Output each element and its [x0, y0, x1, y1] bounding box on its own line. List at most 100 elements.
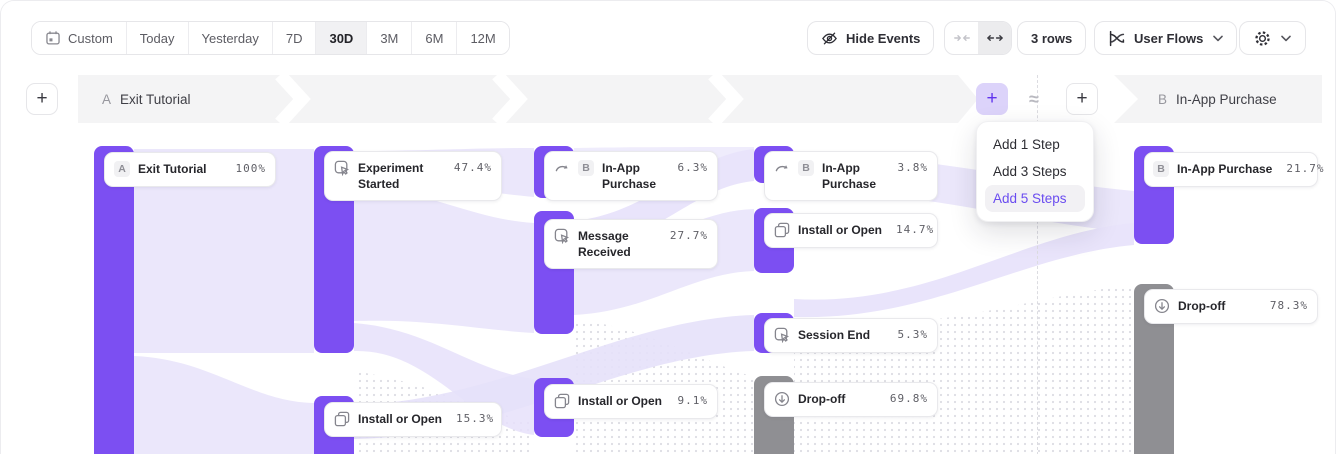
add-node-button[interactable]: + — [1066, 83, 1098, 115]
plus-icon: + — [986, 88, 998, 109]
event-value: 9.1% — [677, 394, 708, 407]
view-mode-label: User Flows — [1134, 30, 1204, 46]
event-badge-b: B — [798, 160, 814, 176]
click-event-icon — [774, 327, 790, 343]
hide-events-button[interactable]: Hide Events — [807, 21, 935, 55]
click-event-icon — [554, 228, 570, 244]
step-band-b[interactable]: B In-App Purchase — [1114, 75, 1322, 123]
add-steps-button-active[interactable]: + — [976, 83, 1008, 115]
flow-arrow-icon — [554, 160, 570, 176]
event-value: 5.3% — [897, 328, 928, 341]
add-steps-menu: Add 1 Step Add 3 Steps Add 5 Steps — [976, 121, 1094, 222]
event-badge-b: B — [1153, 161, 1169, 177]
approx-collapsed-steps-symbol: ≈ — [1029, 89, 1039, 109]
settings-dropdown[interactable] — [1239, 21, 1306, 55]
arrows-collapse-icon — [953, 35, 970, 41]
eye-off-icon — [822, 32, 837, 44]
calendar-icon — [46, 31, 60, 45]
step-a-title: A Exit Tutorial — [78, 92, 191, 107]
date-range-6m[interactable]: 6M — [412, 22, 458, 54]
event-value: 3.8% — [897, 161, 928, 174]
step-a-label: Exit Tutorial — [120, 91, 191, 107]
date-range-custom[interactable]: Custom — [32, 22, 127, 54]
drop-off-icon — [774, 391, 790, 407]
event-value: 6.3% — [677, 161, 708, 174]
toolbar: Custom Today Yesterday 7D 30D 3M 6M 12M … — [1, 1, 1335, 71]
event-value: 15.3% — [456, 412, 495, 425]
event-name: Install or Open — [798, 223, 883, 237]
arrows-expand-icon — [986, 35, 1003, 41]
add-step-left-button[interactable]: + — [26, 83, 58, 115]
step-b-title: B In-App Purchase — [1114, 92, 1277, 107]
event-value: 78.3% — [1269, 299, 1308, 312]
plus-icon: + — [36, 88, 48, 109]
event-value: 14.7% — [896, 223, 935, 236]
view-mode-dropdown[interactable]: User Flows — [1094, 21, 1238, 55]
date-range-7d[interactable]: 7D — [272, 22, 317, 54]
node-card-drop-off[interactable]: Drop-off 69.8% — [764, 382, 938, 417]
step-a-letter: A — [102, 91, 112, 107]
event-name: Exit Tutorial — [138, 162, 207, 176]
chevron-down-icon — [1213, 35, 1224, 41]
event-value: 47.4% — [453, 161, 492, 174]
date-range-12m[interactable]: 12M — [457, 22, 509, 54]
drop-off-icon — [1154, 298, 1170, 314]
date-range-3m[interactable]: 3M — [367, 22, 413, 54]
click-event-icon — [334, 160, 350, 176]
rows-button[interactable]: 3 rows — [1017, 21, 1087, 55]
node-card-drop-off-b[interactable]: Drop-off 78.3% — [1144, 289, 1318, 324]
event-badge-a: A — [114, 161, 130, 177]
date-range-30d[interactable]: 30D — [316, 22, 368, 54]
band-chevron-separators — [78, 75, 978, 123]
event-name: Install or Open — [358, 412, 443, 426]
date-range-label: Custom — [68, 30, 113, 46]
node-card-install-or-open[interactable]: Install or Open 9.1% — [544, 384, 718, 419]
node-card-in-app-purchase[interactable]: B In-App Purchase 6.3% — [544, 151, 718, 202]
event-value: 69.8% — [889, 392, 928, 405]
user-flows-icon — [1109, 30, 1125, 46]
node-card-install-or-open[interactable]: Install or Open 15.3% — [324, 402, 502, 437]
event-name: In-App Purchase — [1177, 162, 1273, 176]
plus-icon: + — [1076, 88, 1088, 109]
step-band-a[interactable]: A Exit Tutorial — [78, 75, 978, 123]
node-card-message-received[interactable]: Message Received 27.7% — [544, 219, 718, 270]
node-card-in-app-purchase[interactable]: B In-App Purchase 3.8% — [764, 151, 938, 202]
menu-item-add-3-steps[interactable]: Add 3 Steps — [993, 164, 1067, 179]
width-toggle-control — [944, 21, 1012, 55]
step-b-letter: B — [1158, 91, 1168, 107]
event-name: Experiment Started — [358, 161, 424, 192]
date-range-today[interactable]: Today — [126, 22, 189, 54]
node-card-in-app-purchase-b[interactable]: B In-App Purchase 21.7% — [1144, 152, 1323, 187]
event-name: In-App Purchase — [602, 161, 657, 192]
install-icon — [334, 411, 350, 427]
event-value: 27.7% — [669, 229, 708, 242]
collapse-width-button[interactable] — [945, 22, 978, 54]
node-card-session-end[interactable]: Session End 5.3% — [764, 318, 938, 353]
rows-label: 3 rows — [1031, 30, 1073, 46]
event-name: Install or Open — [578, 394, 663, 408]
event-name: Drop-off — [1178, 299, 1226, 313]
event-name: Session End — [798, 328, 871, 342]
event-name: Drop-off — [798, 392, 846, 406]
gear-icon — [1255, 30, 1270, 46]
event-name: In-App Purchase — [822, 161, 877, 192]
date-range-yesterday[interactable]: Yesterday — [188, 22, 273, 54]
install-icon — [554, 393, 570, 409]
expand-width-button[interactable] — [978, 22, 1011, 54]
hide-events-label: Hide Events — [846, 30, 921, 46]
menu-item-add-5-steps[interactable]: Add 5 Steps — [985, 185, 1085, 212]
step-b-label: In-App Purchase — [1176, 91, 1277, 107]
date-range-control: Custom Today Yesterday 7D 30D 3M 6M 12M — [31, 21, 510, 55]
flow-arrow-icon — [774, 160, 790, 176]
menu-item-add-1-step[interactable]: Add 1 Step — [993, 137, 1060, 152]
event-badge-b: B — [578, 160, 594, 176]
node-card-exit-tutorial[interactable]: A Exit Tutorial 100% — [104, 152, 276, 187]
event-name: Message Received — [578, 229, 631, 260]
install-icon — [774, 222, 790, 238]
chevron-down-icon — [1281, 35, 1291, 41]
node-card-experiment-started[interactable]: Experiment Started 47.4% — [324, 151, 502, 202]
node-card-install-or-open[interactable]: Install or Open 14.7% — [764, 213, 938, 248]
bar-exit-tutorial[interactable] — [94, 146, 134, 454]
event-value: 21.7% — [1286, 162, 1325, 175]
